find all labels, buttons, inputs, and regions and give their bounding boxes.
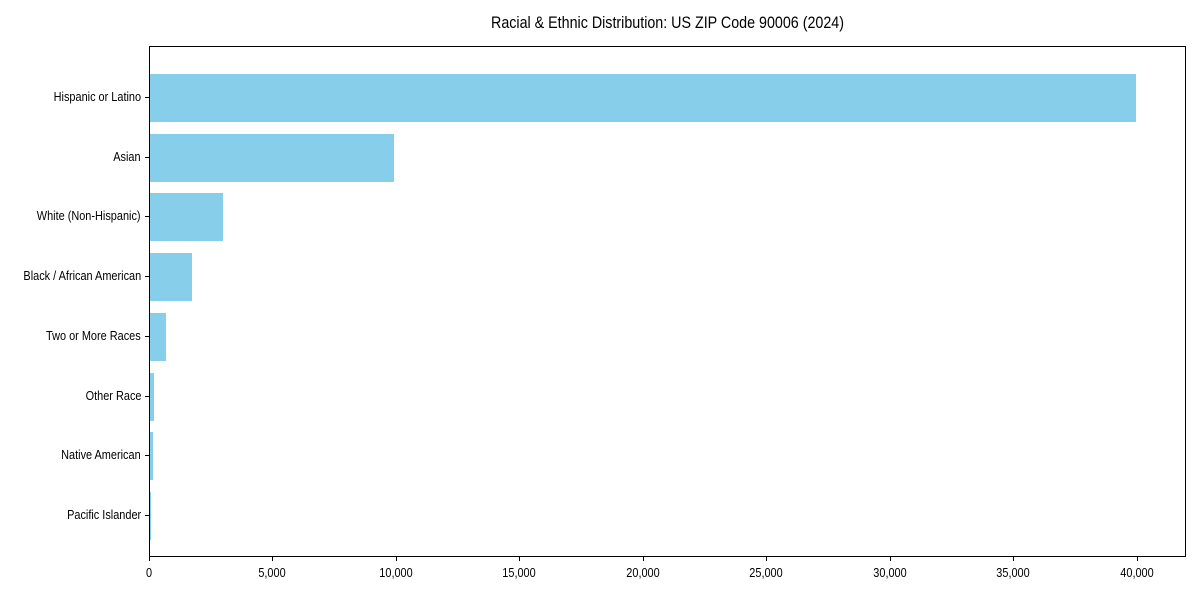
x-tick <box>642 557 644 561</box>
x-tick-label: 25,000 <box>749 565 783 580</box>
x-tick-label: 15,000 <box>502 565 537 580</box>
y-tick-label: Black / African American <box>23 268 141 284</box>
x-tick <box>272 557 274 561</box>
x-tick <box>1136 557 1138 561</box>
bar-pacific-islander <box>150 491 151 540</box>
x-tick-label: 0 <box>145 565 153 580</box>
plot-area <box>149 46 1186 557</box>
x-tick <box>519 557 521 561</box>
y-tick-label: Other Race <box>85 387 141 403</box>
y-tick-label: Hispanic or Latino <box>53 89 141 104</box>
y-axis-labels: Hispanic or Latino Asian White (Non-Hispan… <box>0 0 141 600</box>
y-tick-label: Asian <box>113 148 141 164</box>
bar-native-american <box>150 432 153 481</box>
y-tick <box>145 514 149 516</box>
y-tick <box>145 216 149 218</box>
x-tick-label: 40,000 <box>1119 565 1154 580</box>
y-tick-label: Pacific Islander <box>66 506 141 522</box>
y-tick <box>145 455 149 457</box>
x-tick <box>1013 557 1015 561</box>
bar-asian <box>150 133 395 182</box>
y-tick-label: Native American <box>61 447 141 463</box>
y-tick-label: Two or More Races <box>46 327 141 343</box>
x-tick <box>889 557 891 561</box>
y-tick <box>145 156 149 158</box>
y-tick <box>145 335 149 337</box>
y-tick <box>145 97 149 98</box>
chart-title: Racial & Ethnic Distribution: US ZIP Cod… <box>491 13 844 32</box>
y-tick <box>145 276 149 278</box>
bar-other-race <box>150 372 154 421</box>
y-tick-label: White (Non-Hispanic) <box>37 208 141 224</box>
bar-hispanic-or-latino <box>150 74 1137 122</box>
bar-two-or-more-races <box>150 312 167 361</box>
x-tick-label: 35,000 <box>996 565 1030 580</box>
x-tick-label: 30,000 <box>873 565 907 580</box>
x-tick <box>395 557 397 561</box>
x-tick-label: 10,000 <box>379 565 413 580</box>
y-tick <box>145 395 149 397</box>
x-tick <box>149 557 150 561</box>
x-tick-label: 5,000 <box>258 565 287 580</box>
x-tick <box>766 557 768 561</box>
bar-white-non-hispanic <box>150 193 223 242</box>
bar-black-african-american <box>150 253 192 302</box>
x-tick-label: 20,000 <box>626 565 660 580</box>
